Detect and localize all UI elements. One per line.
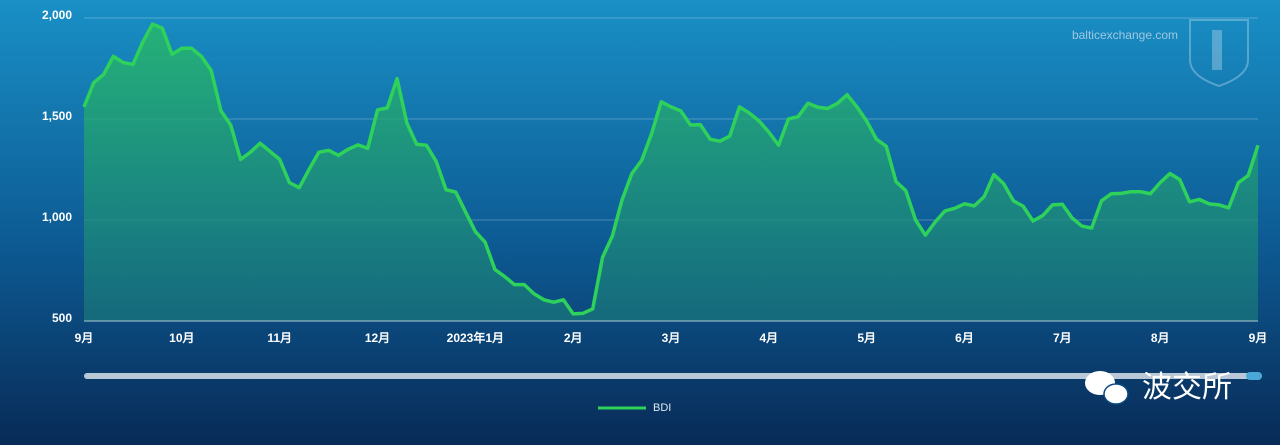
x-tick-label: 3月 — [662, 331, 681, 345]
y-tick-label: 2,000 — [42, 8, 72, 22]
area — [84, 24, 1258, 322]
y-tick-label: 500 — [52, 311, 72, 325]
x-tick-label: 5月 — [857, 331, 876, 345]
x-tick-label: 11月 — [267, 331, 292, 345]
x-tick-label: 9月 — [1249, 331, 1268, 345]
x-tick-label: 7月 — [1053, 331, 1072, 345]
x-tick-label: 10月 — [169, 331, 194, 345]
line — [82, 22, 1260, 316]
x-tick-label: 6月 — [955, 331, 974, 345]
x-tick-label: 2月 — [564, 331, 583, 345]
watermark-icon — [1085, 371, 1129, 405]
x-tick-label: 12月 — [365, 331, 390, 345]
legend-label: BDI — [653, 402, 671, 414]
y-tick-label: 1,000 — [42, 210, 72, 224]
source-watermark: balticexchange.com — [1072, 28, 1178, 42]
x-tick-label: 2023年1月 — [447, 330, 504, 345]
logo — [1189, 19, 1249, 88]
watermark: 波交所 — [1142, 371, 1232, 404]
x-tick-label: 4月 — [759, 331, 778, 345]
scroll-handle[interactable] — [1246, 372, 1262, 380]
scrollbar[interactable] — [84, 373, 1262, 379]
x-tick-label: 9月 — [75, 331, 94, 345]
x-tick-label: 8月 — [1151, 331, 1170, 345]
y-tick-label: 1,500 — [42, 109, 72, 123]
